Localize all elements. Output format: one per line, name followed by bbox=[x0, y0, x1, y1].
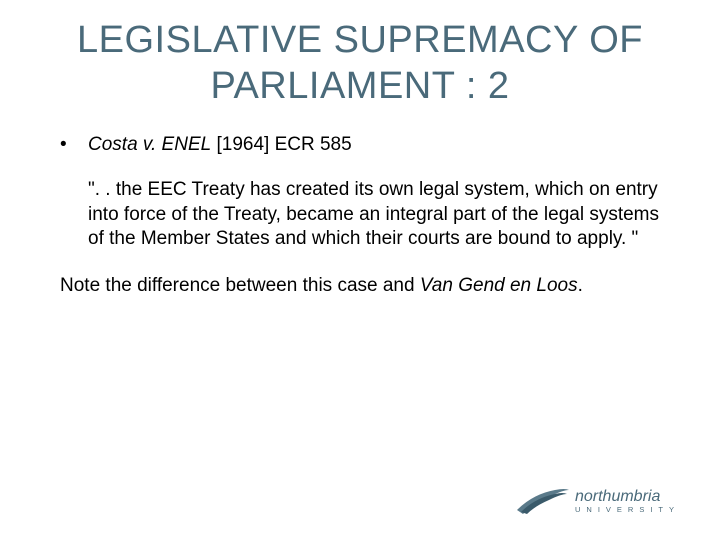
logo-name: northumbria bbox=[575, 489, 680, 505]
note-post: . bbox=[578, 275, 583, 296]
slide-container: LEGISLATIVE SUPREMACY OF PARLIAMENT : 2 … bbox=[0, 0, 720, 540]
logo-swoosh-icon bbox=[515, 484, 571, 518]
note-case-italic: Van Gend en Loos bbox=[420, 275, 578, 296]
university-logo: northumbria UNIVERSITY bbox=[515, 484, 680, 518]
quote-block: ". . the EEC Treaty has created its own … bbox=[48, 178, 672, 252]
slide-content: • Costa v. ENEL [1964] ECR 585 ". . the … bbox=[48, 133, 672, 298]
case-name-italic: Costa v. ENEL bbox=[88, 134, 211, 155]
logo-text-group: northumbria UNIVERSITY bbox=[575, 489, 680, 514]
note-pre: Note the difference between this case an… bbox=[60, 275, 420, 296]
note-block: Note the difference between this case an… bbox=[48, 274, 672, 299]
slide-title: LEGISLATIVE SUPREMACY OF PARLIAMENT : 2 bbox=[48, 18, 672, 109]
bullet-item: • Costa v. ENEL [1964] ECR 585 bbox=[48, 133, 672, 158]
case-citation: [1964] ECR 585 bbox=[211, 134, 351, 155]
bullet-marker: • bbox=[60, 133, 88, 158]
logo-subtitle: UNIVERSITY bbox=[575, 506, 680, 514]
bullet-text: Costa v. ENEL [1964] ECR 585 bbox=[88, 133, 352, 158]
